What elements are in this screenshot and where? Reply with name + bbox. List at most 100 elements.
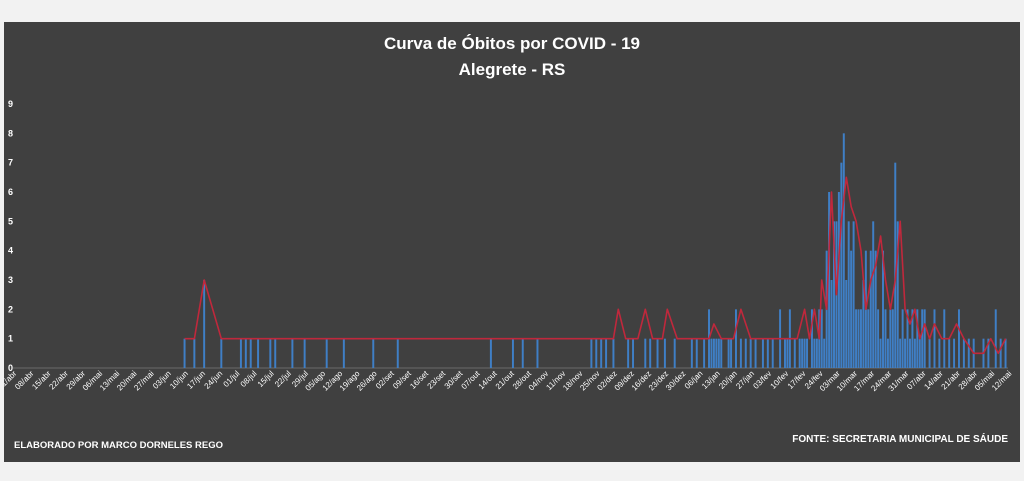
- x-tick-label: 10/jun: [168, 369, 190, 391]
- bar: [899, 338, 902, 368]
- y-tick-label: 1: [8, 334, 13, 344]
- bar: [193, 338, 196, 368]
- bar: [908, 338, 911, 368]
- bar: [813, 338, 816, 368]
- x-tick-label: 13/jan: [700, 369, 722, 391]
- bar: [862, 280, 865, 368]
- bar: [605, 338, 608, 368]
- x-tick-label: 08/jul: [239, 369, 259, 389]
- bar: [249, 338, 252, 368]
- bar: [720, 338, 723, 368]
- bar: [590, 338, 593, 368]
- bar: [874, 250, 877, 368]
- bar: [712, 338, 715, 368]
- bar: [987, 338, 990, 368]
- bar: [884, 309, 887, 368]
- bar: [257, 338, 260, 368]
- bar: [220, 338, 223, 368]
- bar: [203, 280, 206, 368]
- y-tick-label: 7: [8, 158, 13, 168]
- bar: [948, 338, 951, 368]
- bar: [918, 338, 921, 368]
- bar: [916, 309, 919, 368]
- bar: [342, 338, 345, 368]
- x-tick-label: 06/jan: [683, 369, 705, 391]
- bar: [644, 338, 647, 368]
- bar: [183, 338, 186, 368]
- bar: [244, 338, 247, 368]
- bar: [715, 338, 718, 368]
- bar: [958, 309, 960, 368]
- bar: [928, 338, 931, 368]
- bar: [739, 338, 742, 368]
- bar: [877, 309, 880, 368]
- chart-area: 012345678901/abr08/abr15/abr22/abr29/abr…: [4, 99, 1014, 393]
- bar: [837, 192, 840, 368]
- bar: [734, 309, 737, 368]
- bar: [801, 338, 804, 368]
- bar: [511, 338, 514, 368]
- bar: [744, 338, 747, 368]
- x-tick-label: 26/ago: [355, 369, 379, 393]
- bar: [761, 338, 764, 368]
- bar: [845, 280, 848, 368]
- bar: [786, 338, 789, 368]
- chart-subtitle: Alegrete - RS: [458, 60, 566, 79]
- bar: [749, 338, 752, 368]
- bar: [612, 338, 615, 368]
- x-tick-label: 22/jul: [273, 369, 293, 389]
- bar: [627, 338, 630, 368]
- bar: [867, 309, 870, 368]
- bar: [521, 338, 524, 368]
- bar: [847, 221, 850, 368]
- x-tick-label: 10/fev: [769, 369, 791, 391]
- bar: [921, 309, 924, 368]
- x-tick-label: 15/jul: [256, 369, 276, 389]
- bar: [923, 309, 926, 368]
- bar: [852, 221, 855, 368]
- x-tick-label: 27/jan: [734, 369, 756, 391]
- bar: [886, 338, 889, 368]
- bar: [872, 221, 875, 368]
- bar: [325, 338, 328, 368]
- x-tick-label: 03/jun: [151, 369, 173, 391]
- bar: [730, 338, 733, 368]
- x-tick-label: 03/fev: [751, 369, 773, 391]
- x-tick-label: 12/mai: [990, 369, 1014, 393]
- bar: [798, 338, 801, 368]
- bar: [663, 338, 666, 368]
- bar: [891, 309, 894, 368]
- bar: [656, 338, 659, 368]
- bar: [727, 338, 730, 368]
- x-tick-label: 20/jan: [717, 369, 739, 391]
- bar: [901, 309, 904, 368]
- bar: [269, 338, 272, 368]
- bar: [896, 221, 899, 368]
- bar: [536, 338, 539, 368]
- bar: [595, 338, 598, 368]
- bar: [933, 309, 936, 368]
- x-tick-label: 17/fev: [786, 369, 808, 391]
- y-tick-label: 4: [8, 246, 13, 256]
- bar: [806, 338, 809, 368]
- bar: [717, 338, 720, 368]
- y-tick-label: 8: [8, 128, 13, 138]
- x-tick-label: 27/mai: [132, 369, 156, 393]
- bar: [962, 338, 965, 368]
- y-tick-label: 0: [8, 363, 13, 373]
- bar: [994, 309, 997, 368]
- x-tick-label: 30/dez: [664, 369, 687, 392]
- bar: [830, 280, 833, 368]
- bar: [771, 338, 774, 368]
- bar: [820, 309, 823, 368]
- bar: [710, 338, 713, 368]
- bar: [823, 338, 826, 368]
- bar: [649, 338, 652, 368]
- bar: [850, 250, 853, 368]
- bar: [754, 338, 757, 368]
- bar: [857, 309, 860, 368]
- bar: [1004, 338, 1007, 368]
- bar: [938, 338, 941, 368]
- bar: [904, 338, 907, 368]
- bar: [906, 309, 909, 368]
